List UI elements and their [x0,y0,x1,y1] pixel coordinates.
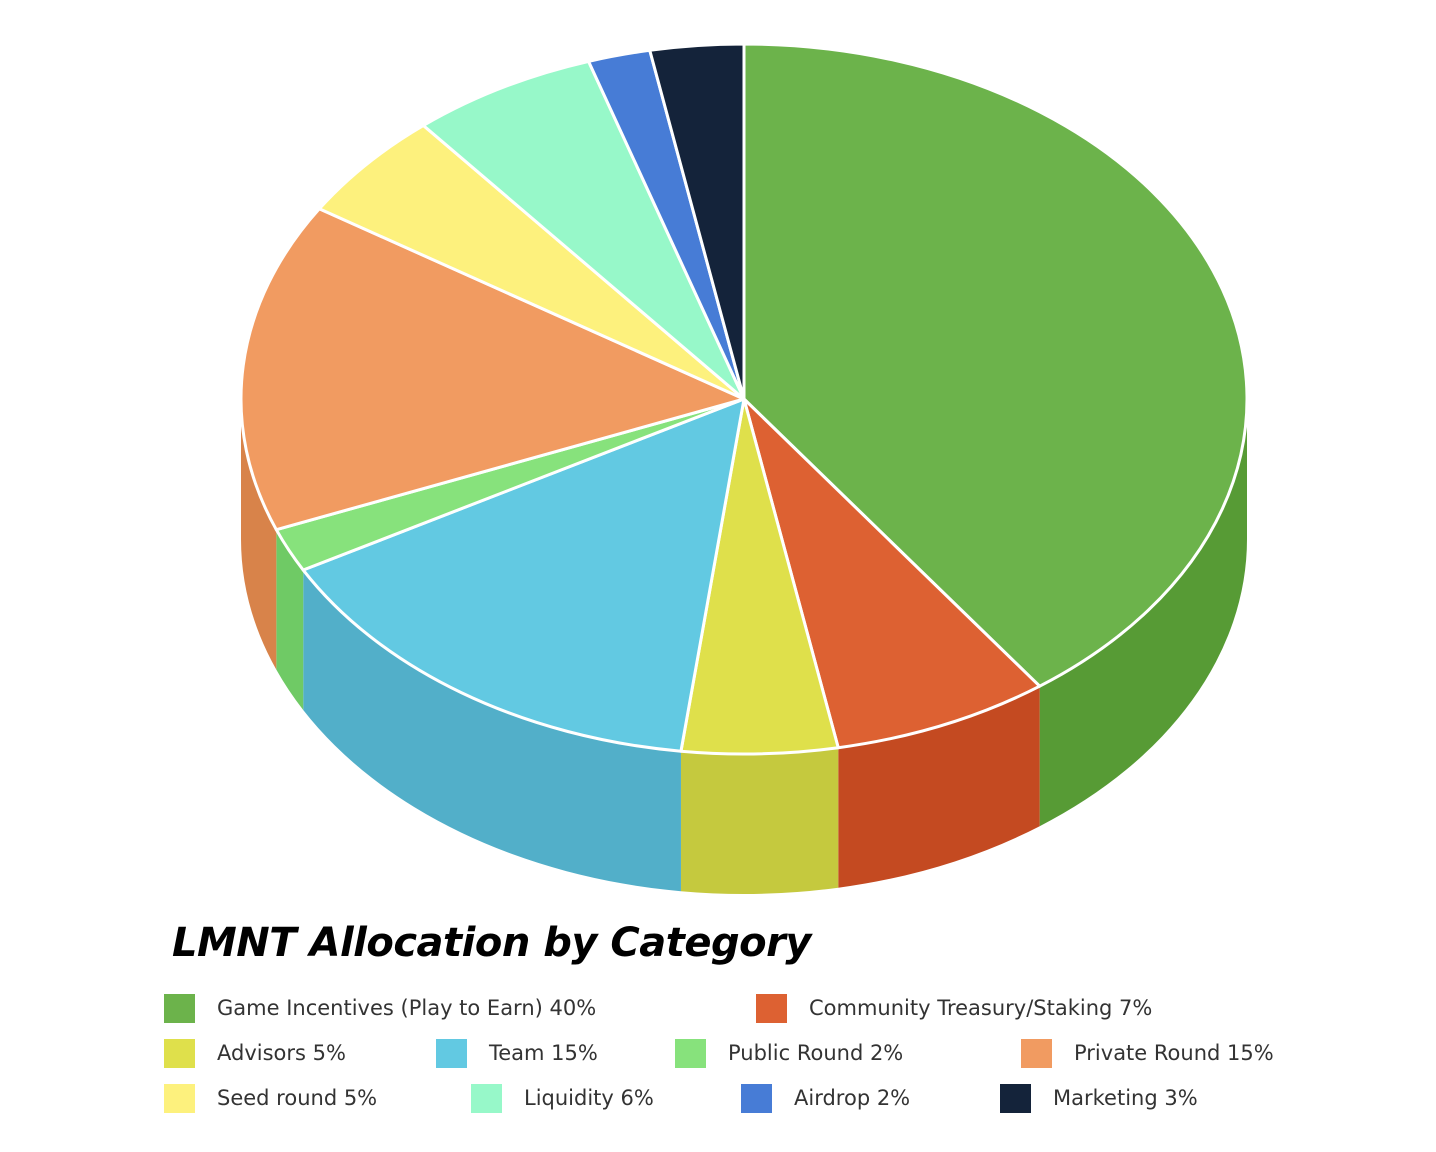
legend-label: Game Incentives (Play to Earn) 40% [217,996,597,1020]
pie-side-advisors [680,747,839,894]
pie-slice-team [301,397,746,753]
legend-swatch [436,1038,467,1068]
pie-tops [239,42,1249,756]
legend-swatch [164,993,195,1023]
legend-label: Liquidity 6% [524,1086,654,1110]
legend-swatch [164,1083,195,1113]
legend-item-airdrop: Airdrop 2% [741,1082,910,1114]
legend-item-game-incentives-play-to-earn-: Game Incentives (Play to Earn) 40% [164,992,596,1024]
legend-label: Airdrop 2% [794,1086,911,1110]
pie-sides [241,399,1247,894]
pie-slice-liquidity [421,59,746,401]
legend-swatch [675,1038,706,1068]
legend-swatch [471,1083,502,1113]
legend-swatch [756,993,787,1023]
legend-item-community-treasury-staking: Community Treasury/Staking 7% [756,992,1152,1024]
pie-side-community-treasury-staking [838,686,1040,888]
legend-item-liquidity: Liquidity 6% [471,1082,654,1114]
pie-chart [239,42,1249,894]
pie-slice-seed-round [317,123,746,401]
legend-swatch [1021,1038,1052,1068]
legend-item-team: Team 15% [436,1037,598,1069]
legend-swatch [164,1038,195,1068]
legend-label: Public Round 2% [728,1041,904,1065]
pie-slice-game-incentives-play-to-earn- [742,42,1249,688]
pie-slice-community-treasury-staking [742,397,1042,750]
pie-slice-marketing [648,42,746,401]
pie-side-team [303,570,681,892]
pie-side-game-incentives-play-to-earn- [1039,399,1247,827]
legend-swatch [1000,1083,1031,1113]
chart-title: LMNT Allocation by Category [172,920,811,966]
legend-label: Private Round 15% [1074,1041,1274,1065]
legend-item-marketing: Marketing 3% [1000,1082,1198,1114]
legend-label: Team 15% [489,1041,598,1065]
legend-item-private-round: Private Round 15% [1021,1037,1274,1069]
legend-item-public-round: Public Round 2% [675,1037,903,1069]
pie-slice-private-round [239,207,746,532]
legend-label: Seed round 5% [217,1086,378,1110]
legend-label: Community Treasury/Staking 7% [809,996,1153,1020]
legend-label: Marketing 3% [1053,1086,1198,1110]
legend-item-advisors: Advisors 5% [164,1037,346,1069]
pie-side-public-round [276,529,304,711]
pie-slice-advisors [679,397,840,756]
legend-label: Advisors 5% [217,1041,346,1065]
legend-swatch [741,1083,772,1113]
legend-item-seed-round: Seed round 5% [164,1082,377,1114]
